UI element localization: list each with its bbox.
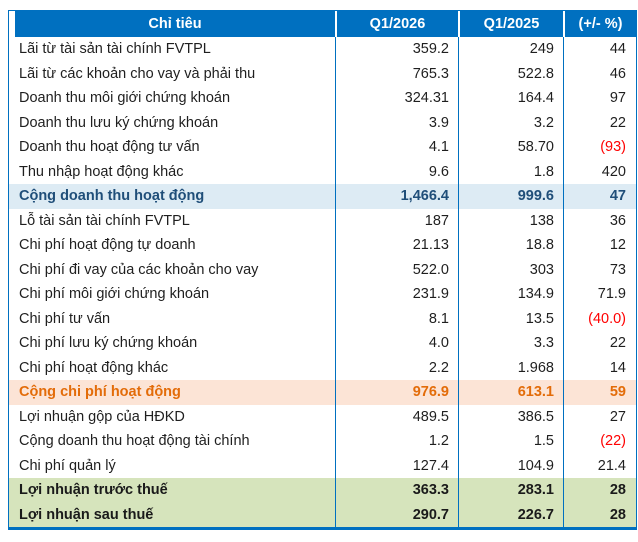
value-q1-2026: 231.9 bbox=[335, 282, 458, 307]
value-q1-2025: 58.70 bbox=[458, 135, 563, 160]
row-label: Cộng doanh thu hoạt động tài chính bbox=[9, 429, 335, 454]
row-label: Lỗ tài sản tài chính FVTPL bbox=[9, 208, 335, 233]
value-change: 22 bbox=[563, 110, 636, 135]
column-header-q1-2026: Q1/2026 bbox=[335, 11, 458, 37]
value-change: 59 bbox=[563, 380, 636, 405]
value-change-negative: (40.0) bbox=[563, 306, 636, 331]
row-label: Cộng doanh thu hoạt động bbox=[9, 184, 335, 209]
value-q1-2025: 164.4 bbox=[458, 86, 563, 111]
value-change: 14 bbox=[563, 355, 636, 380]
value-change: 44 bbox=[563, 37, 636, 62]
value-q1-2025: 249 bbox=[458, 37, 563, 62]
row-label: Chi phí môi giới chứng khoán bbox=[9, 282, 335, 307]
value-q1-2025: 138 bbox=[458, 208, 563, 233]
value-change: 73 bbox=[563, 257, 636, 282]
value-change: 71.9 bbox=[563, 282, 636, 307]
value-q1-2025: 13.5 bbox=[458, 306, 563, 331]
value-q1-2026: 290.7 bbox=[335, 502, 458, 527]
value-change: 21.4 bbox=[563, 453, 636, 478]
value-q1-2026: 8.1 bbox=[335, 306, 458, 331]
value-q1-2026: 359.2 bbox=[335, 37, 458, 62]
value-q1-2025: 3.2 bbox=[458, 110, 563, 135]
column-header-q1-2025: Q1/2025 bbox=[458, 11, 563, 37]
value-q1-2026: 3.9 bbox=[335, 110, 458, 135]
value-q1-2026: 1,466.4 bbox=[335, 184, 458, 209]
value-q1-2026: 9.6 bbox=[335, 159, 458, 184]
value-q1-2025: 613.1 bbox=[458, 380, 563, 405]
row-label: Doanh thu môi giới chứng khoán bbox=[9, 86, 335, 111]
value-q1-2026: 324.31 bbox=[335, 86, 458, 111]
value-q1-2026: 4.0 bbox=[335, 331, 458, 356]
row-label: Doanh thu hoạt động tư vấn bbox=[9, 135, 335, 160]
column-header-chi-tieu: Chỉ tiêu bbox=[9, 11, 335, 37]
row-label: Lãi từ các khoản cho vay và phải thu bbox=[9, 61, 335, 86]
value-change: 47 bbox=[563, 184, 636, 209]
value-q1-2026: 2.2 bbox=[335, 355, 458, 380]
row-label: Chi phí đi vay của các khoản cho vay bbox=[9, 257, 335, 282]
value-q1-2025: 386.5 bbox=[458, 404, 563, 429]
value-q1-2026: 4.1 bbox=[335, 135, 458, 160]
row-label: Lãi từ tài sản tài chính FVTPL bbox=[9, 37, 335, 62]
value-q1-2025: 1.8 bbox=[458, 159, 563, 184]
value-q1-2026: 976.9 bbox=[335, 380, 458, 405]
row-label: Cộng chi phí hoạt động bbox=[9, 380, 335, 405]
value-q1-2025: 283.1 bbox=[458, 478, 563, 503]
row-label: Chi phí quản lý bbox=[9, 453, 335, 478]
value-q1-2025: 1.5 bbox=[458, 429, 563, 454]
value-q1-2025: 522.8 bbox=[458, 61, 563, 86]
value-q1-2025: 303 bbox=[458, 257, 563, 282]
value-change: 28 bbox=[563, 502, 636, 527]
value-q1-2025: 1.968 bbox=[458, 355, 563, 380]
value-change: 36 bbox=[563, 208, 636, 233]
value-q1-2026: 522.0 bbox=[335, 257, 458, 282]
value-q1-2025: 999.6 bbox=[458, 184, 563, 209]
value-q1-2026: 489.5 bbox=[335, 404, 458, 429]
row-label: Lợi nhuận gộp của HĐKD bbox=[9, 404, 335, 429]
value-q1-2026: 127.4 bbox=[335, 453, 458, 478]
value-change: 420 bbox=[563, 159, 636, 184]
value-q1-2026: 363.3 bbox=[335, 478, 458, 503]
value-change: 46 bbox=[563, 61, 636, 86]
row-label: Doanh thu lưu ký chứng khoán bbox=[9, 110, 335, 135]
value-q1-2026: 1.2 bbox=[335, 429, 458, 454]
financial-results-table: Chỉ tiêu Q1/2026 Q1/2025 (+/- %) Lãi từ … bbox=[8, 10, 637, 530]
value-q1-2026: 765.3 bbox=[335, 61, 458, 86]
column-header-change-pct: (+/- %) bbox=[563, 11, 636, 37]
row-label: Lợi nhuận trước thuế bbox=[9, 478, 335, 503]
row-label: Lợi nhuận sau thuế bbox=[9, 502, 335, 527]
value-change: 22 bbox=[563, 331, 636, 356]
value-change: 97 bbox=[563, 86, 636, 111]
value-change: 12 bbox=[563, 233, 636, 258]
value-change: 27 bbox=[563, 404, 636, 429]
row-label: Chi phí lưu ký chứng khoán bbox=[9, 331, 335, 356]
value-change-negative: (93) bbox=[563, 135, 636, 160]
value-q1-2025: 226.7 bbox=[458, 502, 563, 527]
value-q1-2026: 187 bbox=[335, 208, 458, 233]
row-label: Chi phí tư vấn bbox=[9, 306, 335, 331]
value-q1-2026: 21.13 bbox=[335, 233, 458, 258]
value-change: 28 bbox=[563, 478, 636, 503]
row-label: Chi phí hoạt động tự doanh bbox=[9, 233, 335, 258]
row-label: Chi phí hoạt động khác bbox=[9, 355, 335, 380]
value-q1-2025: 3.3 bbox=[458, 331, 563, 356]
row-label: Thu nhập hoạt động khác bbox=[9, 159, 335, 184]
value-q1-2025: 134.9 bbox=[458, 282, 563, 307]
value-change-negative: (22) bbox=[563, 429, 636, 454]
value-q1-2025: 104.9 bbox=[458, 453, 563, 478]
value-q1-2025: 18.8 bbox=[458, 233, 563, 258]
